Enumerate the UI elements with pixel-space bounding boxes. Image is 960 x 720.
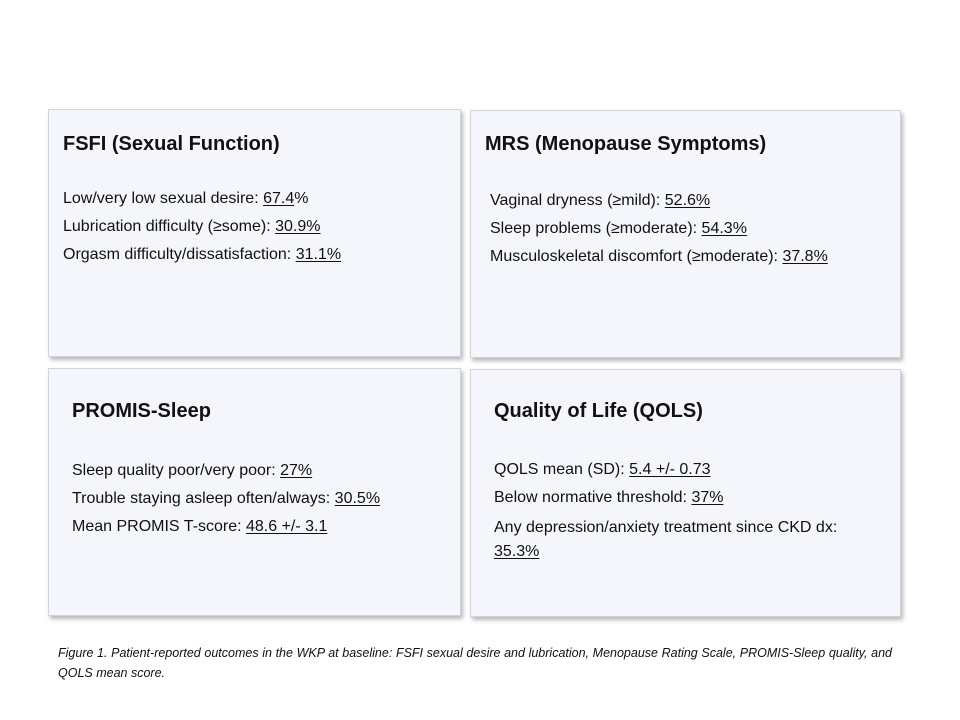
promis-item-sleep-quality: Sleep quality poor/very poor: 27% — [72, 457, 452, 485]
promis-sleep-panel: PROMIS-Sleep Sleep quality poor/very poo… — [48, 368, 461, 616]
promis-item-list: Sleep quality poor/very poor: 27% Troubl… — [72, 457, 452, 541]
qols-panel-title: Quality of Life (QOLS) — [494, 400, 703, 422]
item-value: 31.1% — [295, 246, 342, 263]
mrs-panel: MRS (Menopause Symptoms) Vaginal dryness… — [470, 110, 901, 358]
fsfi-panel-title: FSFI (Sexual Function) — [63, 133, 280, 155]
item-value: 5.4 +/- 0.73 — [629, 461, 711, 478]
item-label: Any depression/anxiety treatment since C… — [494, 519, 838, 536]
promis-item-staying-asleep: Trouble staying asleep often/always: 30.… — [72, 485, 452, 513]
item-value: 48.6 +/- 3.1 — [245, 518, 328, 535]
promis-sleep-panel-title: PROMIS-Sleep — [72, 400, 211, 422]
item-value: 30.5% — [334, 490, 381, 507]
mrs-item-sleep-problems: Sleep problems (≥moderate): 54.3% — [490, 215, 895, 243]
item-label: Sleep problems (≥moderate): — [490, 220, 702, 237]
item-value: 35.3% — [494, 543, 540, 560]
item-value: 52.6% — [664, 192, 711, 209]
item-label: Low/very low sexual desire: — [63, 190, 264, 207]
item-value: 67.4 — [263, 190, 295, 207]
qols-panel: Quality of Life (QOLS) QOLS mean (SD): 5… — [470, 369, 901, 617]
item-value: 30.9% — [275, 218, 321, 235]
qols-item-mean: QOLS mean (SD): 5.4 +/- 0.73 — [494, 456, 879, 484]
item-value: 27% — [280, 462, 313, 479]
item-label: QOLS mean (SD): — [494, 461, 630, 478]
mrs-item-list: Vaginal dryness (≥mild): 52.6% Sleep pro… — [490, 187, 895, 271]
fsfi-item-sexual-desire: Low/very low sexual desire: 67.4% — [63, 185, 453, 213]
item-label: Musculoskeletal discomfort (≥moderate): — [490, 248, 783, 265]
item-label: Orgasm difficulty/dissatisfaction: — [63, 246, 296, 263]
item-value: 54.3% — [701, 220, 747, 237]
item-suffix: % — [294, 190, 309, 207]
mrs-panel-title: MRS (Menopause Symptoms) — [485, 133, 767, 155]
item-label: Lubrication difficulty (≥some): — [63, 218, 276, 235]
figure-caption: Figure 1. Patient-reported outcomes in t… — [58, 646, 892, 680]
fsfi-item-orgasm: Orgasm difficulty/dissatisfaction: 31.1% — [63, 241, 453, 269]
fsfi-panel: FSFI (Sexual Function) Low/very low sexu… — [48, 109, 461, 357]
qols-item-list: QOLS mean (SD): 5.4 +/- 0.73 Below norma… — [494, 456, 879, 564]
item-label: Sleep quality poor/very poor: — [72, 462, 281, 479]
item-value: 37.8% — [782, 248, 828, 265]
mrs-item-musculoskeletal: Musculoskeletal discomfort (≥moderate): … — [490, 243, 895, 271]
fsfi-item-lubrication: Lubrication difficulty (≥some): 30.9% — [63, 213, 453, 241]
mrs-item-vaginal-dryness: Vaginal dryness (≥mild): 52.6% — [490, 187, 895, 215]
promis-item-t-score: Mean PROMIS T-score: 48.6 +/- 3.1 — [72, 513, 452, 541]
item-label: Below normative threshold: — [494, 489, 692, 506]
qols-item-depression-treatment: Any depression/anxiety treatment since C… — [494, 512, 879, 564]
item-label: Trouble staying asleep often/always: — [72, 490, 335, 507]
fsfi-item-list: Low/very low sexual desire: 67.4% Lubric… — [63, 185, 453, 269]
item-label: Mean PROMIS T-score: — [72, 518, 246, 535]
qols-item-below-threshold: Below normative threshold: 37% — [494, 484, 879, 512]
item-label: Vaginal dryness (≥mild): — [490, 192, 665, 209]
item-value: 37% — [691, 489, 724, 506]
